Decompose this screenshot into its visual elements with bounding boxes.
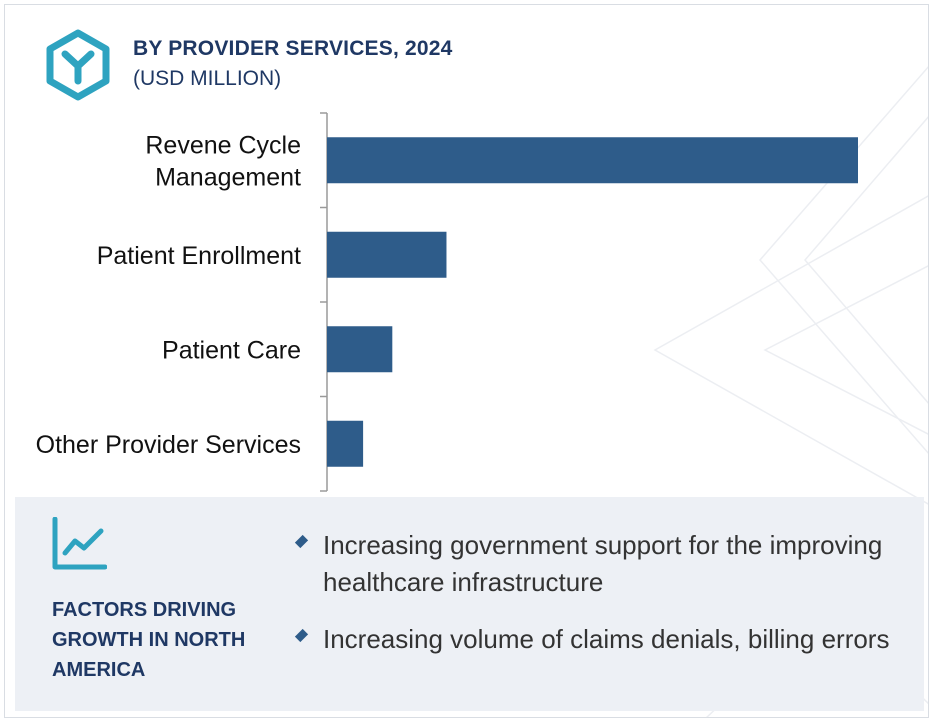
chart-title: BY PROVIDER SERVICES, 2024	[133, 37, 453, 60]
factors-list: Increasing government support for the im…	[293, 527, 893, 678]
bar	[327, 326, 393, 373]
factor-text: Increasing government support for the im…	[323, 530, 883, 597]
trend-line-chart-icon	[52, 517, 107, 570]
category-label-line: Other Provider Services	[36, 431, 301, 459]
bar	[327, 420, 364, 467]
diamond-bullet-icon	[294, 628, 309, 643]
category-label: Revene Cycle Management	[145, 131, 301, 191]
infographic-card: BY PROVIDER SERVICES, 2024 (USD MILLION)…	[4, 4, 929, 718]
category-label: Patient Care	[162, 336, 301, 364]
factor-item: Increasing volume of claims denials, bil…	[293, 621, 893, 658]
factors-title: FACTORS DRIVING GROWTH IN NORTH AMERICA	[52, 599, 246, 681]
bar-chart: Revene Cycle Management Patient Enrollment…	[36, 112, 858, 492]
factor-text: Increasing volume of claims denials, bil…	[323, 624, 890, 654]
y-hexagon-logo-icon	[46, 29, 110, 101]
category-label-line: Management	[155, 163, 301, 191]
factor-item: Increasing government support for the im…	[293, 527, 893, 601]
bar	[327, 137, 858, 184]
category-label-line: Revene Cycle	[145, 131, 301, 159]
chart-subtitle: (USD MILLION)	[133, 67, 282, 90]
category-label-line: Patient Enrollment	[97, 242, 301, 270]
bar	[327, 231, 447, 278]
category-label: Patient Enrollment	[97, 242, 301, 270]
category-label: Other Provider Services	[36, 431, 301, 459]
category-label-line: Patient Care	[162, 336, 301, 364]
diamond-bullet-icon	[294, 534, 309, 549]
factors-panel: FACTORS DRIVING GROWTH IN NORTH AMERICA …	[15, 497, 924, 711]
